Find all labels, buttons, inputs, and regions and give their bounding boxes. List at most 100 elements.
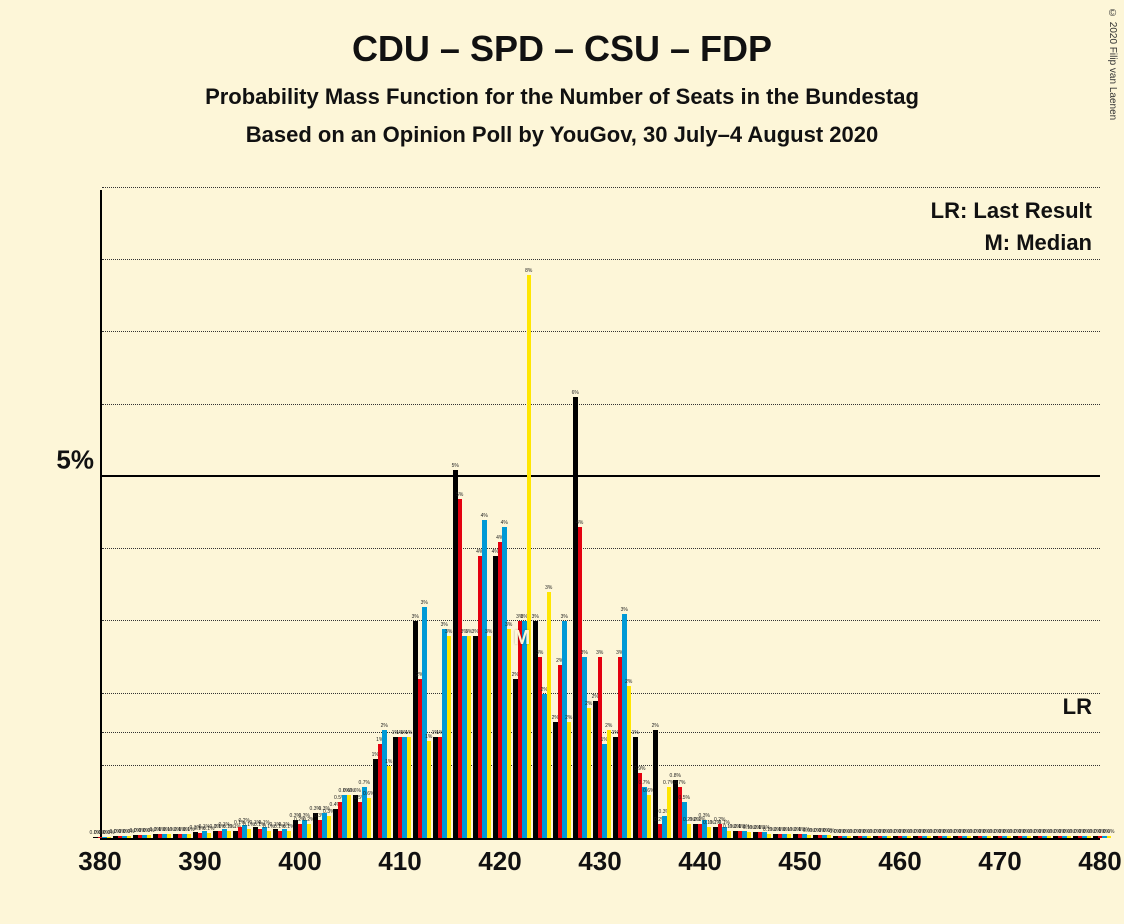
bar-fdp (807, 835, 812, 838)
bar-value-label: 1% (385, 759, 392, 765)
bar-fdp (407, 737, 412, 838)
x-axis-tick: 450 (778, 846, 821, 877)
bar-fdp (1007, 836, 1012, 838)
bar-value-label: 3% (421, 600, 428, 606)
x-axis-labels: 380390400410420430440450460470480 (100, 846, 1100, 880)
chart-container: LR: Last Result M: Median 5% 0.0%0.0%0.0… (30, 190, 1100, 880)
bar-value-label: 0.6% (350, 788, 361, 794)
bar-value-label: 4% (576, 520, 583, 526)
bar-fdp (1067, 836, 1072, 838)
x-axis-tick: 410 (378, 846, 421, 877)
bar-fdp (107, 837, 112, 838)
bar-value-label: 2% (565, 715, 572, 721)
bar-fdp (647, 795, 652, 838)
bar-fdp (127, 836, 132, 838)
bar-value-label: 2% (381, 723, 388, 729)
plot-area: LR: Last Result M: Median 5% 0.0%0.0%0.0… (100, 190, 1100, 840)
gridline (102, 187, 1100, 188)
bar-value-label: 3% (561, 614, 568, 620)
bar-value-label: 0.3% (699, 813, 710, 819)
bar-value-label: 3% (621, 607, 628, 613)
bar-value-label: 3% (485, 629, 492, 635)
bar-value-label: 2% (585, 701, 592, 707)
bar-value-label: 0.7% (674, 780, 685, 786)
bar-fdp (307, 824, 312, 838)
bar-value-label: 8% (525, 268, 532, 274)
copyright-text: © 2020 Filip van Laenen (1107, 8, 1118, 120)
x-axis-tick: 440 (678, 846, 721, 877)
chart-subtitle-2: Based on an Opinion Poll by YouGov, 30 J… (0, 122, 1124, 148)
bar-value-label: 1% (405, 730, 412, 736)
bar-fdp (747, 832, 752, 838)
bar-fdp (547, 592, 552, 838)
bar-fdp (787, 834, 792, 838)
bar-fdp (767, 834, 772, 838)
bar-fdp (267, 831, 272, 838)
bar-value-label: 2% (605, 723, 612, 729)
bar-fdp (927, 836, 932, 838)
bar-fdp (247, 829, 252, 838)
bar-value-label: 1% (632, 730, 639, 736)
bar-value-label: 3% (545, 585, 552, 591)
bar-value-label: 3% (441, 622, 448, 628)
bar-value-label: 4% (501, 520, 508, 526)
bar-fdp (347, 795, 352, 838)
bar-fdp (947, 836, 952, 838)
bar-value-label: 3% (445, 629, 452, 635)
bar-value-label: 0.5% (679, 795, 690, 801)
bar-fdp (887, 836, 892, 838)
bar-fdp (227, 831, 232, 838)
chart-title: CDU – SPD – CSU – FDP (0, 0, 1124, 70)
bar-value-label: 5% (456, 492, 463, 498)
bar-fdp (447, 636, 452, 838)
bar-value-label: 3% (505, 622, 512, 628)
bar-fdp (967, 836, 972, 838)
bar-fdp (147, 835, 152, 838)
bar-value-label: 3% (581, 650, 588, 656)
bar-value-label: 2% (625, 679, 632, 685)
bar-fdp (167, 834, 172, 838)
y-axis-label: 5% (42, 444, 94, 475)
bar-fdp (1027, 836, 1032, 838)
bar-value-label: 0.0% (1103, 829, 1114, 835)
bar-fdp (847, 836, 852, 838)
bar-fdp (287, 831, 292, 838)
x-axis-tick: 460 (878, 846, 921, 877)
bar-fdp (207, 833, 212, 838)
bar-fdp (487, 636, 492, 838)
bar-fdp (867, 836, 872, 838)
bar-fdp (827, 835, 832, 838)
bar-fdp (627, 686, 632, 838)
bar-fdp (607, 730, 612, 838)
bar-fdp (507, 629, 512, 838)
bar-fdp (1087, 836, 1092, 838)
lr-axis-marker: LR (1063, 694, 1092, 720)
bar-fdp (907, 836, 912, 838)
x-axis-tick: 480 (1078, 846, 1121, 877)
bar-fdp (667, 787, 672, 838)
bar-fdp (587, 708, 592, 838)
bar-fdp (387, 766, 392, 838)
x-axis-tick: 380 (78, 846, 121, 877)
bar-fdp (427, 741, 432, 839)
bar-value-label: 3% (412, 614, 419, 620)
x-axis-tick: 470 (978, 846, 1021, 877)
bar-value-label: 0.7% (359, 780, 370, 786)
bar-value-label: 5% (452, 463, 459, 469)
x-axis-tick: 420 (478, 846, 521, 877)
bar-value-label: 0.7% (639, 780, 650, 786)
bar-fdp (707, 827, 712, 838)
x-axis-tick: 390 (178, 846, 221, 877)
bar-fdp (987, 836, 992, 838)
bar-value-label: 3% (596, 650, 603, 656)
bar-value-label: 0.9% (634, 766, 645, 772)
bar-value-label: 3% (536, 650, 543, 656)
bar-value-label: 2% (652, 723, 659, 729)
x-axis-tick: 430 (578, 846, 621, 877)
bar-fdp (567, 722, 572, 838)
bar-fdp (687, 824, 692, 838)
bar-fdp (327, 816, 332, 838)
bar-value-label: 4% (481, 513, 488, 519)
bar-fdp (727, 831, 732, 838)
bar-value-label: 6% (572, 390, 579, 396)
